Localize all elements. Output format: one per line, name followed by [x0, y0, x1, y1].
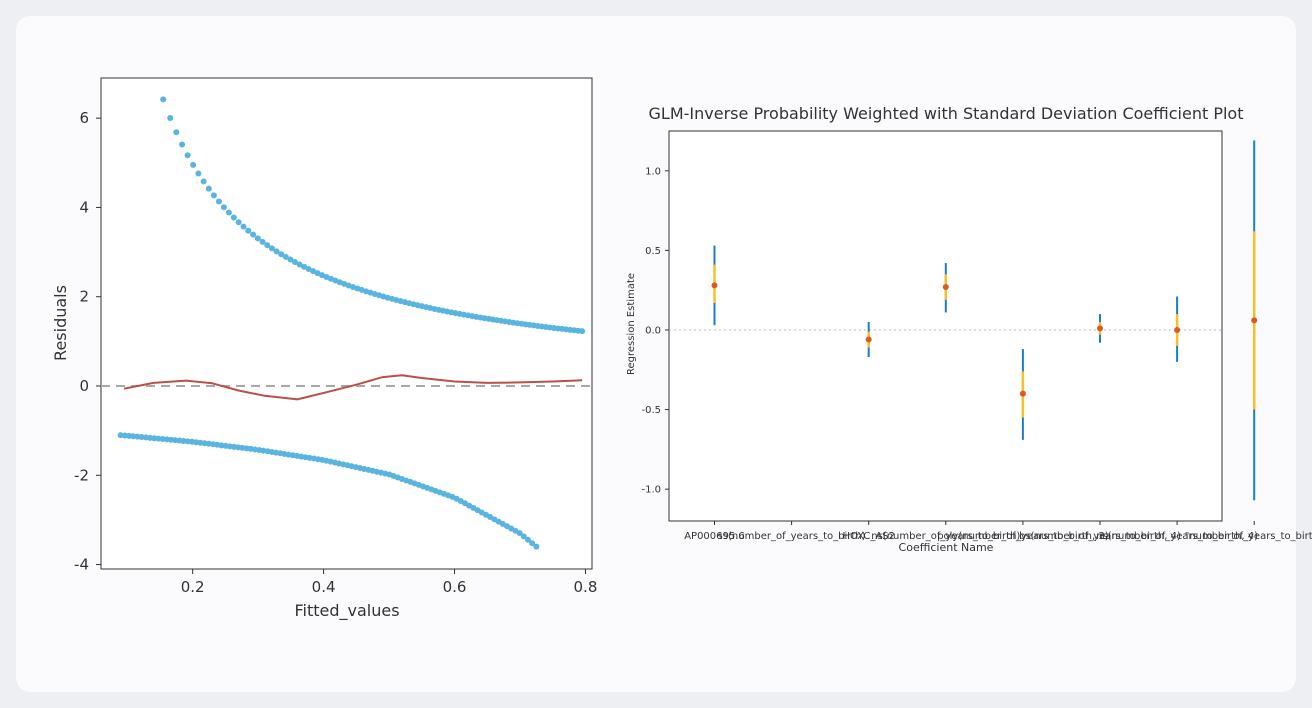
residual-point	[529, 540, 536, 547]
residual-point	[296, 261, 303, 268]
residual-point	[278, 251, 285, 258]
residual-point	[200, 178, 207, 185]
x-tick-label: HOXC_AS2	[842, 531, 894, 542]
y-tick-label: 0.0	[645, 325, 661, 336]
residual-point	[167, 114, 174, 121]
residual-point	[195, 170, 202, 177]
estimate-point	[865, 336, 872, 343]
y-tick-label: 0.5	[645, 246, 661, 257]
y-tick-label: -0.5	[641, 405, 661, 416]
estimate-point	[1251, 317, 1258, 324]
residual-point	[250, 231, 257, 238]
chart-title: GLM-Inverse Probability Weighted with St…	[649, 104, 1244, 123]
residual-point	[184, 152, 191, 159]
residual-point	[254, 235, 261, 242]
coefficient-plot-area	[668, 130, 1223, 522]
coefficient-marks	[669, 140, 1258, 501]
y-tick-label: 4	[79, 198, 89, 216]
residual-point	[579, 328, 586, 335]
residual-point	[301, 263, 308, 270]
coefficient-chart: GLM-Inverse Probability Weighted with St…	[626, 104, 1312, 554]
estimate-point	[1019, 390, 1026, 397]
x-tick-label: 0.2	[181, 578, 205, 596]
x-tick-label: poly(number_of_years_to_birth, 3)	[937, 531, 1109, 542]
smooth-trend-line	[123, 374, 583, 401]
y-tick-label: 0	[79, 377, 89, 395]
residual-point	[173, 129, 180, 136]
residual-points	[101, 96, 592, 550]
y-tick-label: 1.0	[645, 166, 661, 177]
residual-point	[273, 248, 280, 255]
residual-point	[240, 223, 247, 230]
residual-point	[225, 209, 232, 216]
residual-point	[268, 245, 275, 252]
residual-point	[160, 96, 167, 103]
residual-point	[264, 242, 271, 249]
coefficient-axes: -1.0 -0.5 0.0 0.5 1.0 AP000695.6ss(number_of_…	[641, 166, 1312, 542]
residual-point	[533, 543, 540, 550]
residual-point	[230, 214, 237, 221]
residual-point	[205, 185, 212, 192]
residuals-chart: 0.2 0.4 0.6 0.8 -4 -2 0 2 4 6 Fitted_values Resid…	[51, 77, 597, 621]
residual-point	[310, 268, 317, 275]
estimate-point	[942, 284, 949, 290]
x-tick-label: 0.8	[574, 578, 598, 596]
residual-point	[516, 530, 523, 537]
y-tick-label: 2	[79, 288, 89, 306]
x-axis-label: Fitted_values	[294, 601, 399, 621]
residual-point	[215, 198, 222, 205]
x-tick-label: 0.4	[312, 578, 336, 596]
residual-point	[259, 238, 266, 245]
y-axis-label: Residuals	[51, 285, 70, 361]
residual-point	[524, 536, 531, 543]
y-tick-label: 6	[79, 109, 89, 127]
x-tick-label: 0.6	[443, 578, 467, 596]
residual-point	[210, 192, 217, 199]
estimate-point	[1097, 325, 1103, 332]
y-tick-label: -4	[74, 556, 89, 574]
residual-point	[179, 141, 186, 148]
x-tick-label: ss(number_of_years_to_birth)	[718, 531, 866, 542]
x-tick-label: ns(number_of_years_to_birth)	[871, 531, 1020, 542]
y-tick-label: -2	[74, 466, 89, 484]
x-tick-label: "number_of_years_to_birth"	[1185, 531, 1312, 542]
x-tick-label: AP000695.6	[684, 531, 745, 542]
estimate-point	[1174, 326, 1181, 333]
residual-point	[220, 204, 227, 211]
y-axis-label: Regression Estimate	[626, 273, 637, 375]
x-tick-label: ns(number_of_years_to_birth, 4)	[1096, 531, 1258, 542]
residual-point	[520, 533, 527, 540]
x-axis-label: Coefficient Name	[899, 541, 994, 554]
estimate-point	[711, 282, 718, 289]
residual-point	[314, 270, 321, 277]
residuals-axes: 0.2 0.4 0.6 0.8 -4 -2 0 2 4 6	[74, 109, 597, 596]
x-tick-label: bs(number_of_years_to_birth, 4)	[1019, 531, 1181, 542]
residual-point	[245, 227, 252, 234]
y-tick-label: -1.0	[641, 485, 661, 496]
residual-point	[282, 253, 289, 260]
residual-point	[235, 219, 242, 226]
residual-point	[287, 256, 294, 263]
residual-point	[291, 259, 298, 266]
residual-point	[190, 161, 197, 168]
residual-point	[305, 265, 312, 272]
